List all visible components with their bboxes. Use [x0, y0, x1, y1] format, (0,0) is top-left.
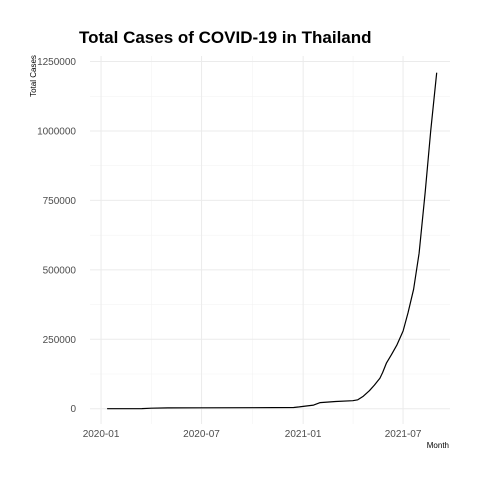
chart-title: Total Cases of COVID-19 in Thailand: [79, 28, 372, 47]
y-tick-label: 0: [70, 404, 76, 415]
major-gridlines: [90, 56, 450, 424]
y-tick-label: 500000: [43, 265, 77, 276]
x-tick-label: 2020-01: [83, 429, 120, 440]
y-tick-label: 250000: [43, 335, 77, 346]
y-axis-title: Total Cases: [29, 55, 38, 97]
x-axis-title: Month: [427, 441, 449, 450]
y-axis-ticks: 0 250000 500000 750000 1000000 1250000: [37, 57, 76, 415]
minor-gridlines: [90, 56, 450, 424]
x-tick-label: 2021-01: [285, 429, 322, 440]
x-tick-label: 2021-07: [385, 429, 422, 440]
y-tick-label: 1250000: [37, 57, 76, 68]
series-line-total-cases: [107, 72, 438, 410]
y-tick-label: 1000000: [37, 126, 76, 137]
y-tick-label: 750000: [43, 196, 77, 207]
x-axis-ticks: 2020-01 2020-07 2021-01 2021-07: [83, 429, 422, 440]
x-tick-label: 2020-07: [183, 429, 220, 440]
